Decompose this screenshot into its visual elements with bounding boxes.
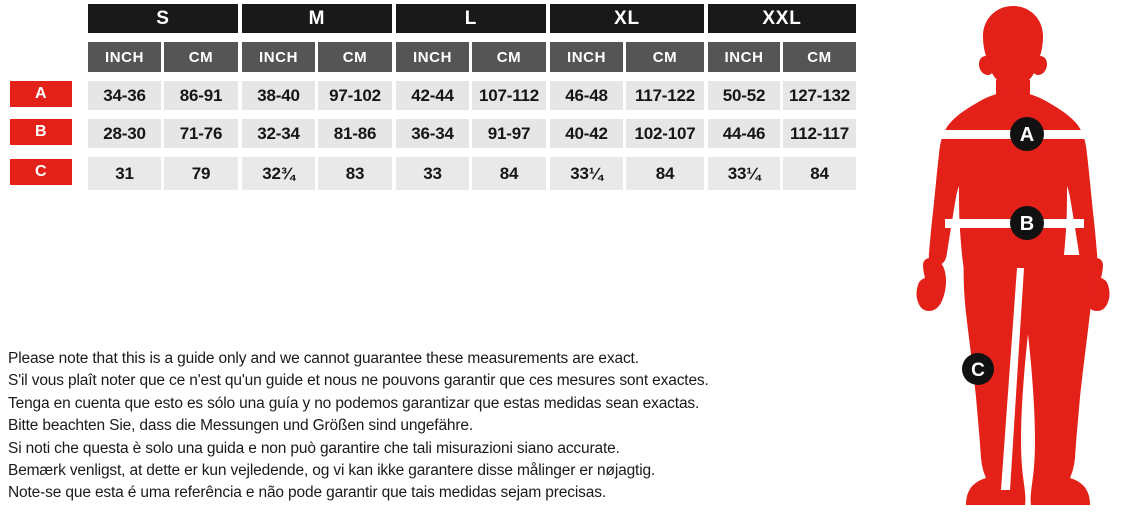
measure-line-c [1001, 268, 1024, 490]
marker-badge-c-label: C [971, 360, 985, 381]
row-label-text: B [34, 123, 48, 140]
cell-c-xxl-inch: 33¼ [708, 157, 780, 190]
marker-badge-b-label: B [1020, 213, 1034, 235]
cell-b-xl-cm: 102-107 [626, 119, 704, 148]
cell-c-s-inch: 31 [88, 157, 161, 190]
cell-c-m-cm: 83 [318, 157, 392, 190]
cell-a-s-cm: 86-91 [164, 81, 238, 110]
unit-header-cm: CM [626, 42, 704, 72]
cell-c-l-inch: 33 [396, 157, 469, 190]
row-label-badge-b: B [10, 119, 72, 145]
cell-a-s-inch: 34-36 [88, 81, 161, 110]
size-group-l: L INCH CM 42-44 107-112 36-34 91-97 33 8… [396, 0, 546, 192]
unit-header-inch: INCH [396, 42, 469, 72]
disclaimer-text-block: Please note that this is a guide only an… [8, 348, 888, 505]
marker-badge-a-label: A [1020, 124, 1034, 146]
unit-header-cm: CM [472, 42, 546, 72]
unit-header-cm: CM [318, 42, 392, 72]
size-header-m: M [242, 4, 392, 33]
cell-b-l-cm: 91-97 [472, 119, 546, 148]
cell-c-s-cm: 79 [164, 157, 238, 190]
cell-c-l-cm: 84 [472, 157, 546, 190]
size-group-xxl: XXL INCH CM 50-52 127-132 44-46 112-117 … [708, 0, 856, 192]
unit-header-cm: CM [783, 42, 856, 72]
cell-c-xxl-cm: 84 [783, 157, 856, 190]
cell-a-xxl-inch: 50-52 [708, 81, 780, 110]
unit-header-cm: CM [164, 42, 238, 72]
cell-b-xl-inch: 40-42 [550, 119, 623, 148]
disclaimer-line-pt: Note-se que esta é uma referência e não … [8, 484, 606, 502]
unit-header-inch: INCH [708, 42, 780, 72]
cell-a-xl-inch: 46-48 [550, 81, 623, 110]
size-group-m: M INCH CM 38-40 97-102 32-34 81-86 32¾ 8… [242, 0, 392, 192]
measurement-figure-panel: A B C [900, 0, 1126, 516]
marker-badge-b: B [1010, 206, 1044, 240]
disclaimer-line-fr: S'il vous plaît noter que ce n'est qu'un… [8, 372, 709, 390]
cell-a-m-cm: 97-102 [318, 81, 392, 110]
size-chart-table: A B C S INCH CM 34-36 86-91 28-30 71-76 … [0, 0, 880, 200]
cell-b-xxl-cm: 112-117 [783, 119, 856, 148]
size-group-xl: XL INCH CM 46-48 117-122 40-42 102-107 3… [550, 0, 704, 192]
cell-a-l-inch: 42-44 [396, 81, 469, 110]
cell-c-m-inch: 32¾ [242, 157, 315, 190]
disclaimer-line-de: Bitte beachten Sie, dass die Messungen u… [8, 417, 474, 435]
row-label-badge-c: C [10, 159, 72, 185]
cell-c-xl-inch: 33¼ [550, 157, 623, 190]
cell-b-m-cm: 81-86 [318, 119, 392, 148]
size-header-l: L [396, 4, 546, 33]
row-label-text: A [34, 85, 48, 102]
cell-c-xl-cm: 84 [626, 157, 704, 190]
male-body-silhouette-icon: A B C [916, 6, 1110, 505]
size-header-xl: XL [550, 4, 704, 33]
disclaimer-line-en: Please note that this is a guide only an… [8, 350, 639, 367]
row-label-badge-a: A [10, 81, 72, 107]
cell-b-l-inch: 36-34 [396, 119, 469, 148]
cell-a-m-inch: 38-40 [242, 81, 315, 110]
unit-header-inch: INCH [242, 42, 315, 72]
row-label-text: C [34, 163, 48, 180]
cell-a-xl-cm: 117-122 [626, 81, 704, 110]
cell-b-xxl-inch: 44-46 [708, 119, 780, 148]
cell-b-s-cm: 71-76 [164, 119, 238, 148]
marker-badge-c: C [962, 353, 994, 385]
disclaimer-line-es: Tenga en cuenta que esto es sólo una guí… [8, 394, 700, 412]
size-header-xxl: XXL [708, 4, 856, 33]
cell-b-s-inch: 28-30 [88, 119, 161, 148]
unit-header-inch: INCH [88, 42, 161, 72]
size-header-s: S [88, 4, 238, 33]
size-group-s: S INCH CM 34-36 86-91 28-30 71-76 31 79 [88, 0, 238, 192]
cell-b-m-inch: 32-34 [242, 119, 315, 148]
disclaimer-line-da: Bemærk venligst, at dette er kun vejlede… [8, 462, 656, 480]
marker-badge-a: A [1010, 117, 1044, 151]
unit-header-inch: INCH [550, 42, 623, 72]
cell-a-xxl-cm: 127-132 [783, 81, 856, 110]
cell-a-l-cm: 107-112 [472, 81, 546, 110]
disclaimer-line-it: Si noti che questa è solo una guida e no… [8, 439, 620, 457]
